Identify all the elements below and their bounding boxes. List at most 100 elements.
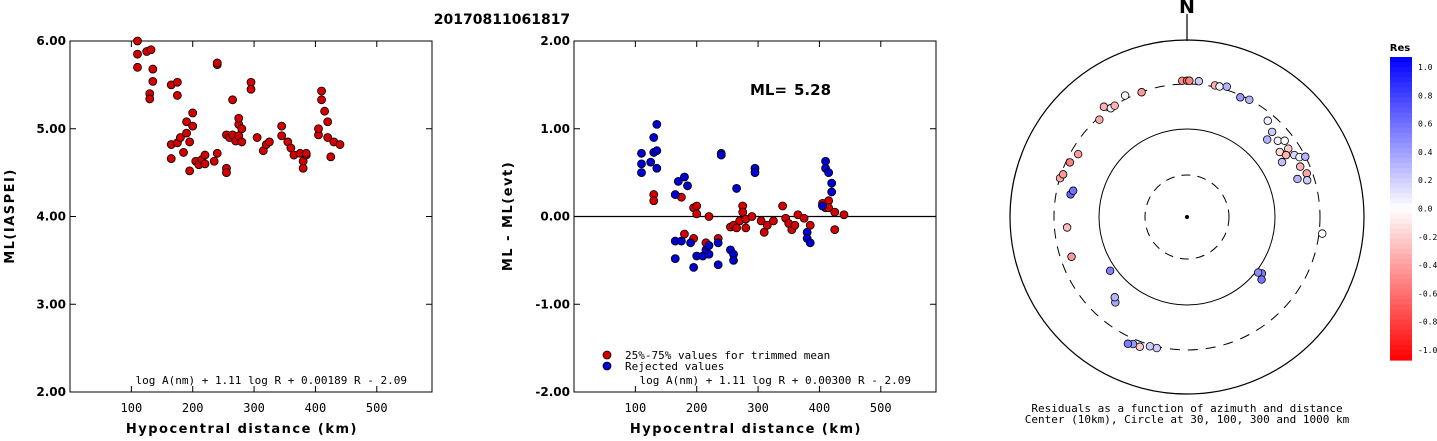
station-marker xyxy=(1185,76,1194,85)
y-tick-label: 6.00 xyxy=(36,34,66,48)
data-point xyxy=(670,190,680,199)
data-point xyxy=(317,86,326,96)
colorbar-segment xyxy=(1390,72,1412,78)
data-point xyxy=(637,168,646,178)
data-point xyxy=(145,94,155,104)
data-point xyxy=(649,196,659,206)
colorbar-label: 0.4 xyxy=(1418,148,1433,157)
colorbar-segment xyxy=(1390,102,1412,109)
data-point xyxy=(713,238,723,248)
data-point xyxy=(683,181,692,191)
y-tick-label: -1.00 xyxy=(535,297,570,311)
y-tick-label: 5.00 xyxy=(36,122,66,136)
data-point xyxy=(649,133,659,142)
colorbar-label: 0.2 xyxy=(1418,176,1433,185)
data-point xyxy=(818,201,827,211)
colorbar-segment xyxy=(1390,112,1412,119)
plot1-points xyxy=(133,36,345,178)
colorbar-label: 0.6 xyxy=(1418,120,1433,129)
data-point xyxy=(246,84,256,94)
station-marker xyxy=(1263,135,1272,144)
data-point xyxy=(212,58,222,68)
data-point xyxy=(750,168,760,178)
colorbar-label: 1.0 xyxy=(1418,63,1433,72)
colorbar-segment xyxy=(1390,243,1412,250)
data-point xyxy=(298,163,308,173)
colorbar-segment xyxy=(1390,238,1412,245)
colorbar-segment xyxy=(1390,163,1412,169)
y-tick-label: 4.00 xyxy=(36,210,66,224)
circle-300km xyxy=(1053,83,1321,351)
y-tick-label: -2.00 xyxy=(535,385,570,399)
data-point xyxy=(676,236,686,246)
data-point xyxy=(200,150,210,160)
colorbar-label: -0.6 xyxy=(1418,289,1437,298)
colorbar-segment xyxy=(1390,203,1412,210)
plot2-ylabel: ML - ML(evt) xyxy=(501,161,516,271)
plot1-ticks: 100 200 300 400 500 2.00 3.00 4.00 5.00 6.00 xyxy=(36,34,432,415)
data-point xyxy=(188,121,198,131)
colorbar-segment xyxy=(1390,82,1412,88)
data-point xyxy=(209,156,219,166)
station-marker xyxy=(1123,339,1133,348)
station-marker xyxy=(1073,149,1083,159)
y-tick-label: 1.00 xyxy=(540,122,570,136)
data-point xyxy=(188,108,198,118)
colorbar-segment xyxy=(1390,213,1412,220)
panel-ml-residual: 100 200 300 400 500 -2.00 -1.00 0.00 1.00 2.00 ML… xyxy=(501,34,937,437)
x-tick-label: 400 xyxy=(305,401,327,415)
data-point xyxy=(652,163,662,173)
data-point xyxy=(301,148,311,158)
figure-title: 20170811061817 xyxy=(434,12,570,28)
data-point xyxy=(237,137,247,147)
colorbar-segment xyxy=(1390,324,1412,331)
data-point xyxy=(228,95,237,105)
colorbar-segment xyxy=(1390,183,1412,189)
x-tick-label: 200 xyxy=(182,401,204,415)
data-point xyxy=(314,124,323,134)
data-point xyxy=(212,148,222,158)
data-point xyxy=(692,209,702,219)
data-point xyxy=(670,254,680,264)
data-point xyxy=(652,119,662,129)
colorbar-segment xyxy=(1390,173,1412,179)
circle-30km xyxy=(1144,174,1230,260)
data-point xyxy=(172,91,182,100)
station-marker xyxy=(1068,186,1078,195)
data-point xyxy=(200,159,210,169)
data-point xyxy=(277,121,287,131)
circle-100km xyxy=(1098,128,1276,306)
data-point xyxy=(185,166,195,176)
data-point xyxy=(323,133,333,142)
station-marker xyxy=(1215,82,1224,91)
plot2-points xyxy=(637,119,849,272)
colorbar-segment xyxy=(1390,329,1412,336)
colorbar-segment xyxy=(1390,188,1412,194)
data-point xyxy=(704,212,714,221)
colorbar-segment xyxy=(1390,294,1412,300)
colorbar-label: 0.8 xyxy=(1418,91,1433,100)
data-point xyxy=(234,113,244,123)
colorbar-segment xyxy=(1390,158,1412,164)
colorbar-segment xyxy=(1390,193,1412,199)
data-point xyxy=(673,176,683,186)
colorbar-segment xyxy=(1390,274,1412,280)
colorbar-segment xyxy=(1390,334,1412,341)
station-marker xyxy=(1137,88,1146,97)
data-point xyxy=(652,146,662,156)
data-point xyxy=(741,223,751,233)
colorbar-segment xyxy=(1390,259,1412,265)
data-point xyxy=(827,178,837,188)
colorbar-segment xyxy=(1390,319,1412,326)
colorbar-segment xyxy=(1390,198,1412,205)
colorbar-label: 0.0 xyxy=(1418,205,1433,214)
data-point xyxy=(185,137,195,147)
data-point xyxy=(637,159,646,169)
data-point xyxy=(182,128,191,138)
colorbar-segment xyxy=(1390,87,1412,93)
colorbar-segment xyxy=(1390,208,1412,215)
station-marker xyxy=(1152,343,1161,353)
data-point xyxy=(799,213,809,223)
colorbar-segment xyxy=(1390,253,1412,260)
